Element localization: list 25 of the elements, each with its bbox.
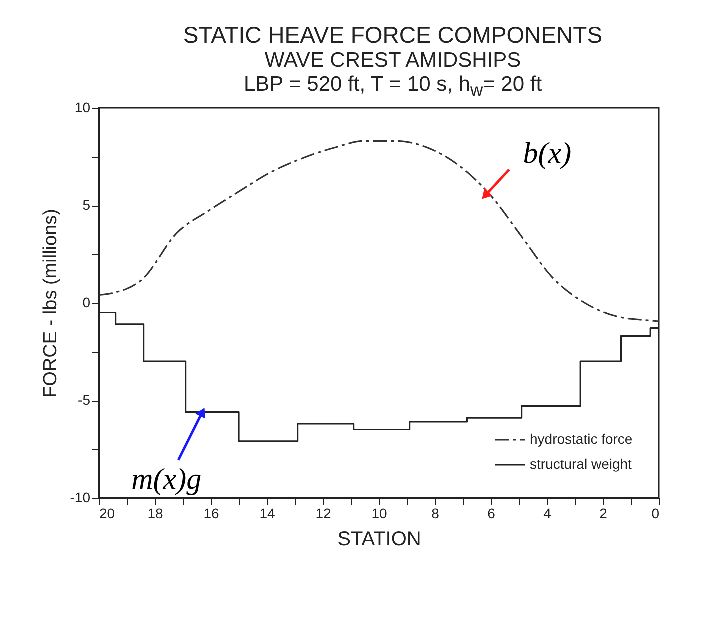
y-tick-label: 5 <box>82 197 91 214</box>
x-tick-label: 14 <box>260 506 276 522</box>
y-axis-title: FORCE - lbs (millions) <box>40 209 62 398</box>
chart-title: STATIC HEAVE FORCE COMPONENTS <box>182 22 604 49</box>
y-tick-label: 10 <box>74 100 91 116</box>
y-tick-label: 0 <box>82 294 91 311</box>
x-tick-label: 18 <box>148 506 164 522</box>
x-tick-label: 8 <box>432 506 440 522</box>
x-tick-label: 2 <box>600 506 608 522</box>
y-tick-label: -5 <box>78 392 91 408</box>
x-tick-label: 4 <box>544 506 552 522</box>
x-tick-label: 0 <box>652 506 660 522</box>
annotation: m(x)g <box>132 463 202 496</box>
x-tick-label: 6 <box>488 506 496 522</box>
legend-label: structural weight <box>530 456 632 472</box>
x-tick-label: 20 <box>100 506 116 522</box>
x-tick-label: 16 <box>204 506 220 522</box>
x-tick-label: 10 <box>372 506 388 522</box>
y-tick-label: -10 <box>70 490 91 506</box>
chart-subtitle: WAVE CREST AMIDSHIPS LBP = 520 ft, T = 10 s, h$_{w}$= 20 ft <box>242 49 544 100</box>
legend-label: hydrostatic force <box>530 431 633 448</box>
x-tick-label: 12 <box>316 506 332 522</box>
x-axis-title: STATION <box>338 528 422 551</box>
line-series <box>98 140 660 323</box>
annotation: b(x) <box>523 136 572 170</box>
